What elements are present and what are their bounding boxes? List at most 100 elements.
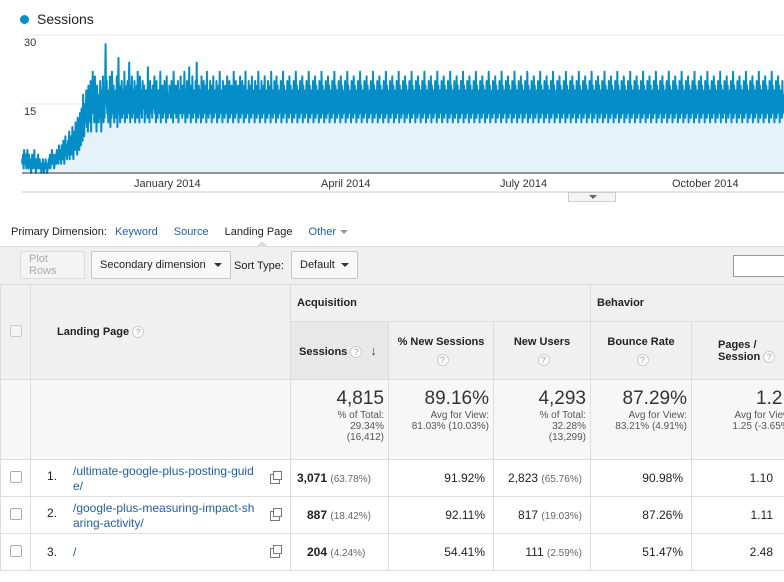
landing-page-link-l1: /google-plus-measuring-impact-sh — [73, 501, 255, 515]
open-page-icon[interactable] — [270, 545, 282, 558]
sort-type-dropdown[interactable]: Default — [291, 251, 358, 279]
help-icon[interactable]: ? — [350, 346, 363, 358]
totals-label-cell — [30, 379, 291, 460]
new-users-pct: (19.03%) — [541, 511, 582, 522]
plot-rows-button[interactable]: Plot Rows — [20, 251, 85, 279]
row-select-cell — [0, 533, 31, 571]
totals-new-users-l3: (13,299) — [548, 432, 586, 443]
sessions-pct: (63.78%) — [330, 474, 371, 485]
sort-type-label: Sort Type: — [234, 260, 284, 272]
sort-type-value: Default — [300, 259, 335, 271]
y-tick-30: 30 — [24, 37, 36, 49]
new-sessions-cell: 91.92% — [388, 459, 494, 497]
new-users-column-header[interactable]: New Users? — [493, 321, 591, 380]
table-search-input[interactable] — [733, 255, 784, 277]
sessions-column-header[interactable]: Sessions? ↓ — [290, 321, 389, 380]
sessions-value: 3,071 — [297, 471, 328, 485]
group-header-row: Landing Page? Acquisition Behavior — [0, 284, 784, 380]
open-page-icon[interactable] — [270, 471, 282, 484]
totals-pages-session-l1: Avg for View: — [734, 410, 784, 421]
dimension-other-dropdown[interactable]: Other — [309, 226, 349, 238]
chart-collapse-handle[interactable] — [568, 192, 616, 202]
data-table: Landing Page? Acquisition Behavior Sessi… — [0, 284, 784, 571]
sessions-series — [21, 43, 784, 174]
sessions-value: 204 — [307, 545, 328, 559]
totals-sessions: 4,815 % of Total: 29.34% (16,412) — [290, 379, 389, 460]
table-toolbar: Plot Rows Secondary dimension Sort Type:… — [0, 246, 784, 284]
new-users-cell: 111 (2.59%) — [493, 533, 591, 571]
totals-pages-session-value: 1.21 — [756, 388, 784, 409]
open-page-icon[interactable] — [270, 508, 282, 521]
bounce-rate-column-header[interactable]: Bounce Rate? — [590, 321, 692, 380]
totals-bounce-rate-l1: Avg for View: — [628, 410, 687, 421]
landing-page-cell: 1. /ultimate-google-plus-posting-guid e/ — [30, 459, 291, 497]
pages-session-column-header[interactable]: Pages / Session? — [690, 321, 784, 380]
help-icon[interactable]: ? — [132, 326, 145, 338]
behavior-group-header: Behavior — [589, 284, 784, 322]
totals-new-sessions: 89.16% Avg for View: 81.03% (10.03%) — [388, 379, 494, 460]
landing-page-link[interactable]: /google-plus-measuring-impact-sh aring-ac… — [73, 501, 254, 530]
sessions-value: 887 — [307, 508, 328, 522]
help-icon[interactable]: ? — [636, 353, 649, 366]
secondary-dimension-label: Secondary dimension — [100, 259, 206, 271]
new-users-pct: (65.76%) — [541, 474, 582, 485]
landing-page-header-label: Landing Page — [57, 326, 130, 338]
totals-new-users-l2: 32.28% — [552, 421, 586, 432]
help-icon[interactable]: ? — [436, 353, 449, 366]
bounce-rate-cell: 90.98% — [590, 459, 692, 497]
pages-session-cell: 2.48 — [690, 533, 784, 571]
landing-page-link[interactable]: / — [73, 545, 77, 559]
new-users-value: 817 — [518, 508, 539, 522]
landing-page-link-l2: aring-activity/ — [73, 516, 144, 530]
totals-new-sessions-l1: Avg for View: — [430, 410, 489, 421]
acquisition-group-header: Acquisition — [290, 284, 591, 322]
sessions-legend-dot — [20, 14, 29, 24]
landing-page-link-l2: e/ — [73, 479, 84, 493]
help-icon[interactable]: ? — [763, 350, 776, 363]
dimension-keyword-link[interactable]: Keyword — [114, 226, 158, 238]
new-sessions-header-label: % New Sessions — [397, 335, 485, 348]
sessions-header-label: Sessions — [299, 346, 348, 358]
pages-session-cell: 1.10 — [690, 459, 784, 497]
row-checkbox[interactable] — [9, 544, 22, 557]
select-all-checkbox[interactable] — [9, 324, 22, 337]
sessions-cell: 3,071 (63.78%) — [290, 459, 389, 497]
totals-new-sessions-l2: 81.03% (10.03%) — [411, 421, 489, 432]
dimension-source-link[interactable]: Source — [173, 226, 209, 238]
totals-row: 4,815 % of Total: 29.34% (16,412) 89.16%… — [0, 379, 784, 460]
chevron-down-icon — [340, 230, 349, 235]
landing-page-link[interactable]: /ultimate-google-plus-posting-guid e/ — [73, 464, 254, 493]
new-sessions-column-header[interactable]: % New Sessions? — [388, 321, 494, 380]
totals-sessions-l3: (16,412) — [346, 432, 384, 443]
secondary-dimension-dropdown[interactable]: Secondary dimension — [91, 251, 231, 279]
help-icon[interactable]: ? — [537, 353, 550, 366]
landing-page-link-l1: /ultimate-google-plus-posting-guid — [73, 464, 254, 478]
bounce-rate-cell: 87.26% — [590, 496, 692, 534]
new-sessions-cell: 54.41% — [388, 533, 494, 571]
row-index: 2. — [47, 506, 58, 520]
totals-bounce-rate-l2: 83.21% (4.91%) — [615, 421, 687, 432]
landing-page-cell: 2. /google-plus-measuring-impact-sh aring… — [30, 496, 291, 534]
totals-new-users-l1: % of Total: — [539, 410, 586, 421]
new-users-value: 111 — [525, 545, 544, 559]
totals-bounce-rate-value: 87.29% — [622, 388, 687, 409]
chart-plot: 30 15 January 2014 April 2014 July 2014 … — [21, 34, 784, 193]
row-select-cell — [0, 496, 31, 534]
totals-sessions-value: 4,815 — [336, 388, 384, 409]
dimension-other-label: Other — [308, 226, 337, 238]
totals-bounce-rate: 87.29% Avg for View: 83.21% (4.91%) — [590, 379, 692, 460]
row-checkbox[interactable] — [9, 470, 22, 483]
row-checkbox[interactable] — [9, 507, 22, 520]
pages-session-header-label-2: Session — [718, 350, 761, 363]
totals-sessions-l2: 29.34% — [350, 421, 384, 432]
landing-page-column-header[interactable]: Landing Page? — [30, 284, 291, 380]
sessions-cell: 204 (4.24%) — [290, 533, 389, 571]
table-row: 1. /ultimate-google-plus-posting-guid e/ … — [0, 459, 784, 497]
sessions-chart[interactable]: Sessions 30 15 January 2014 April 2014 J… — [0, 0, 784, 212]
row-index: 3. — [47, 545, 58, 559]
row-index: 1. — [47, 469, 58, 483]
primary-dimension-label: Primary Dimension: — [11, 226, 107, 238]
dimension-landing-page-active: Landing Page — [224, 226, 293, 246]
legend-label: Sessions — [37, 11, 94, 27]
y-tick-15: 15 — [24, 106, 36, 118]
